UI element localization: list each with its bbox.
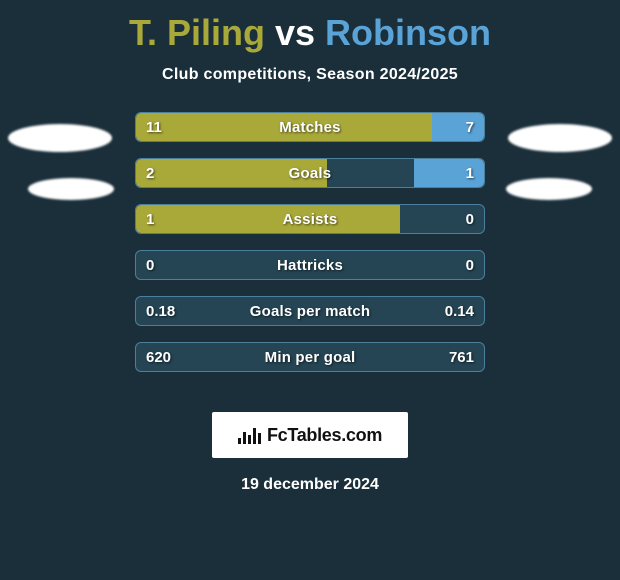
- player2-shadow-icon: [508, 124, 612, 152]
- stat-label: Hattricks: [136, 251, 484, 279]
- stat-right-value: 0: [466, 251, 474, 279]
- player2-shadow-icon: [506, 178, 592, 200]
- stat-bar-left-fill: [136, 205, 400, 233]
- stat-label: Min per goal: [136, 343, 484, 371]
- stat-right-value: 0.14: [445, 297, 474, 325]
- stat-right-value: 0: [466, 205, 474, 233]
- stat-bar-row: 117Matches: [135, 112, 485, 142]
- stat-label: Goals per match: [136, 297, 484, 325]
- chart-arena: 117Matches21Goals10Assists00Hattricks0.1…: [0, 112, 620, 412]
- stat-bar-row: 10Assists: [135, 204, 485, 234]
- stat-right-value: 761: [449, 343, 474, 371]
- stat-bar-right-fill: [432, 113, 484, 141]
- stat-bar-row: 620 761Min per goal: [135, 342, 485, 372]
- stat-bar-right-fill: [414, 159, 484, 187]
- stat-bar-row: 0 0Hattricks: [135, 250, 485, 280]
- stat-bar-left-fill: [136, 113, 432, 141]
- brand-badge: FcTables.com: [212, 412, 408, 458]
- title-vs: vs: [275, 12, 315, 53]
- player2-name: Robinson: [325, 12, 491, 53]
- player1-name: T. Piling: [129, 12, 265, 53]
- stat-bar-left-fill: [136, 159, 327, 187]
- stat-bars-container: 117Matches21Goals10Assists00Hattricks0.1…: [135, 112, 485, 388]
- stat-left-value: 620: [146, 343, 171, 371]
- player1-shadow-icon: [8, 124, 112, 152]
- stat-left-value: 0: [146, 251, 154, 279]
- season-subtitle: Club competitions, Season 2024/2025: [0, 66, 620, 84]
- bar-chart-icon: [238, 426, 261, 444]
- comparison-title: T. Piling vs Robinson: [0, 0, 620, 54]
- date-line: 19 december 2024: [0, 476, 620, 494]
- stat-bar-row: 0.18 0.14Goals per match: [135, 296, 485, 326]
- player1-shadow-icon: [28, 178, 114, 200]
- stat-left-value: 0.18: [146, 297, 175, 325]
- brand-text: FcTables.com: [267, 425, 382, 446]
- stat-bar-row: 21Goals: [135, 158, 485, 188]
